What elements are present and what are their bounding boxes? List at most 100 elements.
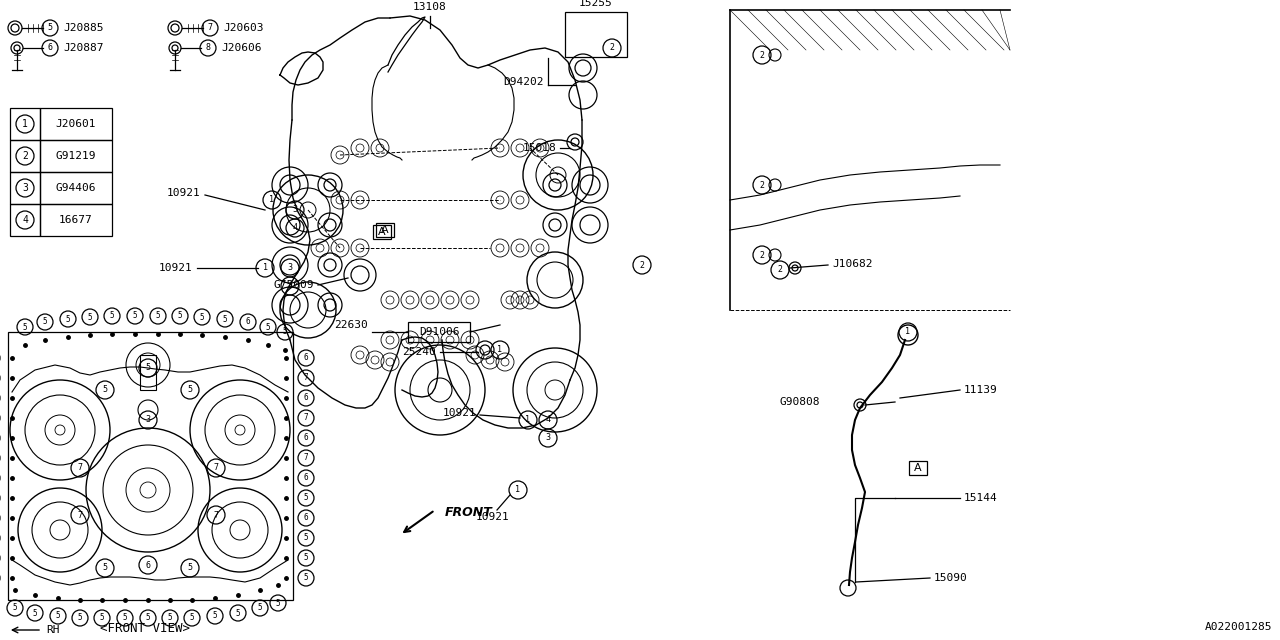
Text: 6: 6 [146,561,151,570]
Text: 2: 2 [640,260,645,269]
Text: 2: 2 [609,44,614,52]
Text: A: A [381,225,389,235]
Text: 5: 5 [303,554,308,563]
Text: D94202: D94202 [503,77,544,87]
Text: 3: 3 [146,415,151,424]
Text: 5: 5 [33,609,37,618]
Text: 6: 6 [303,474,308,483]
Text: 5: 5 [212,611,218,621]
Text: 4: 4 [22,215,28,225]
Text: 5: 5 [275,598,280,607]
Text: 5: 5 [156,312,160,321]
Text: 5: 5 [78,614,82,623]
Text: 6: 6 [303,394,308,403]
Bar [8,332,293,600]
Text: 8: 8 [206,44,210,52]
Text: 7: 7 [78,511,82,520]
Bar [376,223,394,237]
Text: 4: 4 [545,415,550,424]
Text: 10921: 10921 [443,408,476,418]
Bar [564,12,627,57]
Text: 5: 5 [100,614,104,623]
Text: 5: 5 [187,563,192,573]
Text: 5: 5 [13,604,18,612]
Text: 15255: 15255 [579,0,613,8]
Text: 5: 5 [187,385,192,394]
Text: 2: 2 [759,51,764,60]
Text: 5: 5 [146,614,150,623]
Text: 3: 3 [293,205,297,214]
Text: 6: 6 [47,44,52,52]
Text: 1: 1 [526,415,530,424]
Text: 7: 7 [303,374,308,383]
Text: 5: 5 [200,312,205,321]
Text: J20601: J20601 [56,119,96,129]
Text: 6: 6 [246,317,251,326]
Text: 10921: 10921 [476,512,509,522]
Text: 2: 2 [777,266,782,275]
Text: G90808: G90808 [780,397,820,407]
Text: 4: 4 [293,223,297,232]
Bar [372,225,390,239]
Text: J20603: J20603 [223,23,264,33]
Text: 1: 1 [498,346,503,355]
Text: 4: 4 [288,282,293,291]
Text: 7: 7 [214,511,219,520]
Text: 6: 6 [303,513,308,522]
Text: 5: 5 [283,328,287,337]
Text: 5: 5 [236,609,241,618]
Text: J10682: J10682 [832,259,873,269]
Bar [909,461,927,475]
Text: 1: 1 [905,328,910,337]
Text: 5: 5 [266,323,270,332]
Text: A: A [914,463,922,473]
Text: 5: 5 [56,611,60,621]
Text: 3: 3 [545,433,550,442]
Text: 7: 7 [78,463,82,472]
Text: 15018: 15018 [522,143,556,153]
Text: 11139: 11139 [964,385,997,395]
Bar [40,204,113,236]
Text: 16677: 16677 [59,215,93,225]
Bar [140,355,156,390]
Text: 5: 5 [88,312,92,321]
Text: 1: 1 [262,264,268,273]
Bar [40,108,113,140]
Text: 5: 5 [303,573,308,582]
Text: 5: 5 [42,317,47,326]
Text: <FRONT VIEW>: <FRONT VIEW> [100,621,189,634]
Bar [408,322,470,342]
Text: J20606: J20606 [221,43,261,53]
Text: 7: 7 [207,24,212,33]
Text: 1: 1 [516,486,521,495]
Text: 5: 5 [102,563,108,573]
Text: J20885: J20885 [63,23,104,33]
Text: 3: 3 [22,183,28,193]
Text: 5: 5 [189,614,195,623]
Text: 5: 5 [23,323,27,332]
Text: G75009: G75009 [274,280,314,290]
Text: 10921: 10921 [159,263,192,273]
Bar [10,108,40,140]
Text: 5: 5 [47,24,52,33]
Text: 10921: 10921 [166,188,200,198]
Text: 7: 7 [303,413,308,422]
Text: 3: 3 [288,264,293,273]
Text: 22630: 22630 [334,320,369,330]
Bar [10,140,40,172]
Text: 5: 5 [257,604,262,612]
Text: 7: 7 [303,454,308,463]
Text: 6: 6 [303,433,308,442]
Text: 2: 2 [759,250,764,259]
Text: 5: 5 [178,312,182,321]
Text: 5: 5 [123,614,127,623]
Text: 5: 5 [102,385,108,394]
Text: J20887: J20887 [63,43,104,53]
Bar [40,172,113,204]
Text: 13108: 13108 [413,2,447,12]
Text: 5: 5 [133,312,137,321]
Text: 15090: 15090 [934,573,968,583]
Bar [10,172,40,204]
Text: G94406: G94406 [56,183,96,193]
Text: 2: 2 [22,151,28,161]
